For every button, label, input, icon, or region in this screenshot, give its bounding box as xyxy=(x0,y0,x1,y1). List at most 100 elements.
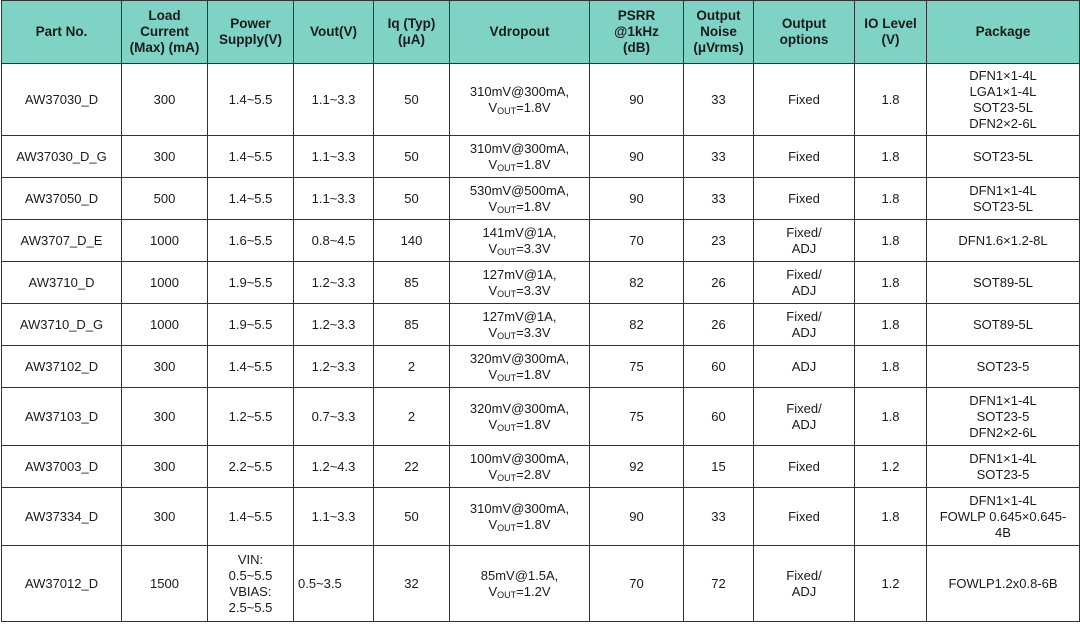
output-noise-cell: 33 xyxy=(683,177,754,220)
io-level-cell: 1.8 xyxy=(854,177,927,220)
vout-label: V xyxy=(488,324,498,340)
column-header-line: Vout(V) xyxy=(310,24,357,39)
load-current-cell: 300 xyxy=(121,63,208,136)
output-options-cell-line: ADJ xyxy=(791,282,817,298)
column-header: Package xyxy=(926,0,1080,64)
vout-label: V xyxy=(488,366,498,382)
table-row: AW37103_D 300 1.2~5.5 0.7~3.3 2 320mV@300mA, V… xyxy=(1,387,1080,446)
output-options-cell-line: Fixed xyxy=(788,148,820,164)
load-current-cell: 1000 xyxy=(121,303,208,346)
vdropout-cell: 127mV@1A, VOUT=3.3V xyxy=(449,303,590,346)
power-supply-cell-line: 1.2~5.5 xyxy=(228,408,273,424)
vdropout-vout: VOUT=1.8V xyxy=(452,517,587,533)
vdropout-main: 530mV@500mA, xyxy=(469,182,570,198)
vout-cell: 0.5~3.5 xyxy=(293,545,374,622)
part-number-cell: AW37003_D xyxy=(1,445,122,488)
output-noise-cell: 23 xyxy=(683,219,754,262)
io-level-cell: 1.8 xyxy=(854,261,927,304)
table-row: AW3710_D 1000 1.9~5.5 1.2~3.3 85 127mV@1A, VOU… xyxy=(1,261,1080,304)
column-header-line: PSRR xyxy=(617,8,656,23)
column-header: IO Level (V) xyxy=(854,0,927,64)
iq-cell: 140 xyxy=(373,219,450,262)
load-current-cell: 1500 xyxy=(121,545,208,622)
column-header: Load Current (Max) (mA) xyxy=(121,0,208,64)
package-cell-line: SOT23-5L xyxy=(973,99,1033,115)
vout-subscript: OUT xyxy=(497,372,517,383)
table-body: AW37030_D 300 1.4~5.5 1.1~3.3 50 310mV@300mA,… xyxy=(1,63,1080,622)
load-current-cell: 300 xyxy=(121,345,208,388)
column-header-line: (μA) xyxy=(398,32,425,47)
output-options-cell-line: ADJ xyxy=(791,324,817,340)
load-current-cell: 300 xyxy=(121,135,208,178)
package-cell-line: SOT23-5L xyxy=(973,198,1033,214)
package-cell: DFN1×1-4L SOT23-5 DFN2×2-6L xyxy=(926,387,1080,446)
power-supply-cell-line: 1.4~5.5 xyxy=(228,358,273,374)
column-header-line: Supply(V) xyxy=(219,32,282,47)
output-noise-cell: 60 xyxy=(683,345,754,388)
output-options-cell-line: Fixed xyxy=(788,91,820,107)
vdropout-vout: VOUT=3.3V xyxy=(452,283,587,299)
part-number-cell: AW3707_D_E xyxy=(1,219,122,262)
part-number-cell: AW37050_D xyxy=(1,177,122,220)
vdropout-cell: 100mV@300mA, VOUT=2.8V xyxy=(449,445,590,488)
vout-cell: 0.8~4.5 xyxy=(293,219,374,262)
io-level-cell: 1.8 xyxy=(854,219,927,262)
psrr-cell: 75 xyxy=(589,387,684,446)
iq-cell: 2 xyxy=(373,345,450,388)
power-supply-cell: 1.4~5.5 xyxy=(207,345,294,388)
vout-label: V xyxy=(488,240,498,256)
power-supply-cell-line: 1.6~5.5 xyxy=(228,232,273,248)
column-header: Vdropout xyxy=(449,0,590,64)
vout-subscript: OUT xyxy=(497,204,517,215)
power-supply-cell: VIN: 0.5~5.5 VBIAS: 2.5~5.5 xyxy=(207,545,294,622)
io-level-cell: 1.2 xyxy=(854,445,927,488)
output-options-cell: ADJ xyxy=(753,345,855,388)
column-header-line: Noise xyxy=(700,24,737,39)
package-cell: DFN1×1-4L FOWLP 0.645×0.645- 4B xyxy=(926,487,1080,546)
vout-value: =3.3V xyxy=(516,324,551,340)
output-options-cell: Fixed xyxy=(753,445,855,488)
vout-value: =3.3V xyxy=(516,240,551,256)
vdropout-cell: 530mV@500mA, VOUT=1.8V xyxy=(449,177,590,220)
package-cell-line: DFN1×1-4L xyxy=(969,492,1037,508)
output-noise-cell: 33 xyxy=(683,63,754,136)
vout-value: =3.3V xyxy=(516,282,551,298)
vout-label: V xyxy=(488,516,498,532)
vout-label: V xyxy=(488,198,498,214)
table-row: AW37102_D 300 1.4~5.5 1.2~3.3 2 320mV@300mA, V… xyxy=(1,345,1080,388)
output-options-cell-line: Fixed/ xyxy=(786,567,822,583)
package-cell-line: SOT23-5L xyxy=(973,148,1033,164)
column-header-line: Output xyxy=(781,16,827,31)
vout-subscript: OUT xyxy=(497,472,517,483)
load-current-cell: 1000 xyxy=(121,261,208,304)
column-header-line: Output xyxy=(696,8,741,23)
package-cell-line: LGA1×1-4L xyxy=(969,83,1037,99)
vout-cell: 1.1~3.3 xyxy=(293,487,374,546)
column-header-line: Part No. xyxy=(35,24,88,39)
vdropout-vout: VOUT=1.8V xyxy=(452,417,587,433)
column-header: Part No. xyxy=(1,0,122,64)
vdropout-vout: VOUT=3.3V xyxy=(452,325,587,341)
io-level-cell: 1.2 xyxy=(854,545,927,622)
output-options-cell: Fixed/ADJ xyxy=(753,387,855,446)
part-number-cell: AW3710_D xyxy=(1,261,122,304)
psrr-cell: 70 xyxy=(589,545,684,622)
part-number-cell: AW37030_D_G xyxy=(1,135,122,178)
psrr-cell: 90 xyxy=(589,487,684,546)
vdropout-vout: VOUT=3.3V xyxy=(452,241,587,257)
vdropout-main: 310mV@300mA, xyxy=(469,500,570,516)
column-header-line: (μVrms) xyxy=(693,40,744,55)
package-cell-line: DFN2×2-6L xyxy=(969,424,1037,440)
power-supply-cell-line: VBIAS: xyxy=(229,583,272,599)
vdropout-cell: 320mV@300mA, VOUT=1.8V xyxy=(449,387,590,446)
output-options-cell: Fixed/ADJ xyxy=(753,219,855,262)
vdropout-vout: VOUT=1.8V xyxy=(452,199,587,215)
vdropout-main: 310mV@300mA, xyxy=(469,83,570,99)
package-cell-line: 4B xyxy=(995,524,1011,540)
part-number-cell: AW37103_D xyxy=(1,387,122,446)
vout-subscript: OUT xyxy=(497,330,517,341)
output-options-cell-line: Fixed xyxy=(788,190,820,206)
load-current-cell: 500 xyxy=(121,177,208,220)
part-number-cell: AW37012_D xyxy=(1,545,122,622)
